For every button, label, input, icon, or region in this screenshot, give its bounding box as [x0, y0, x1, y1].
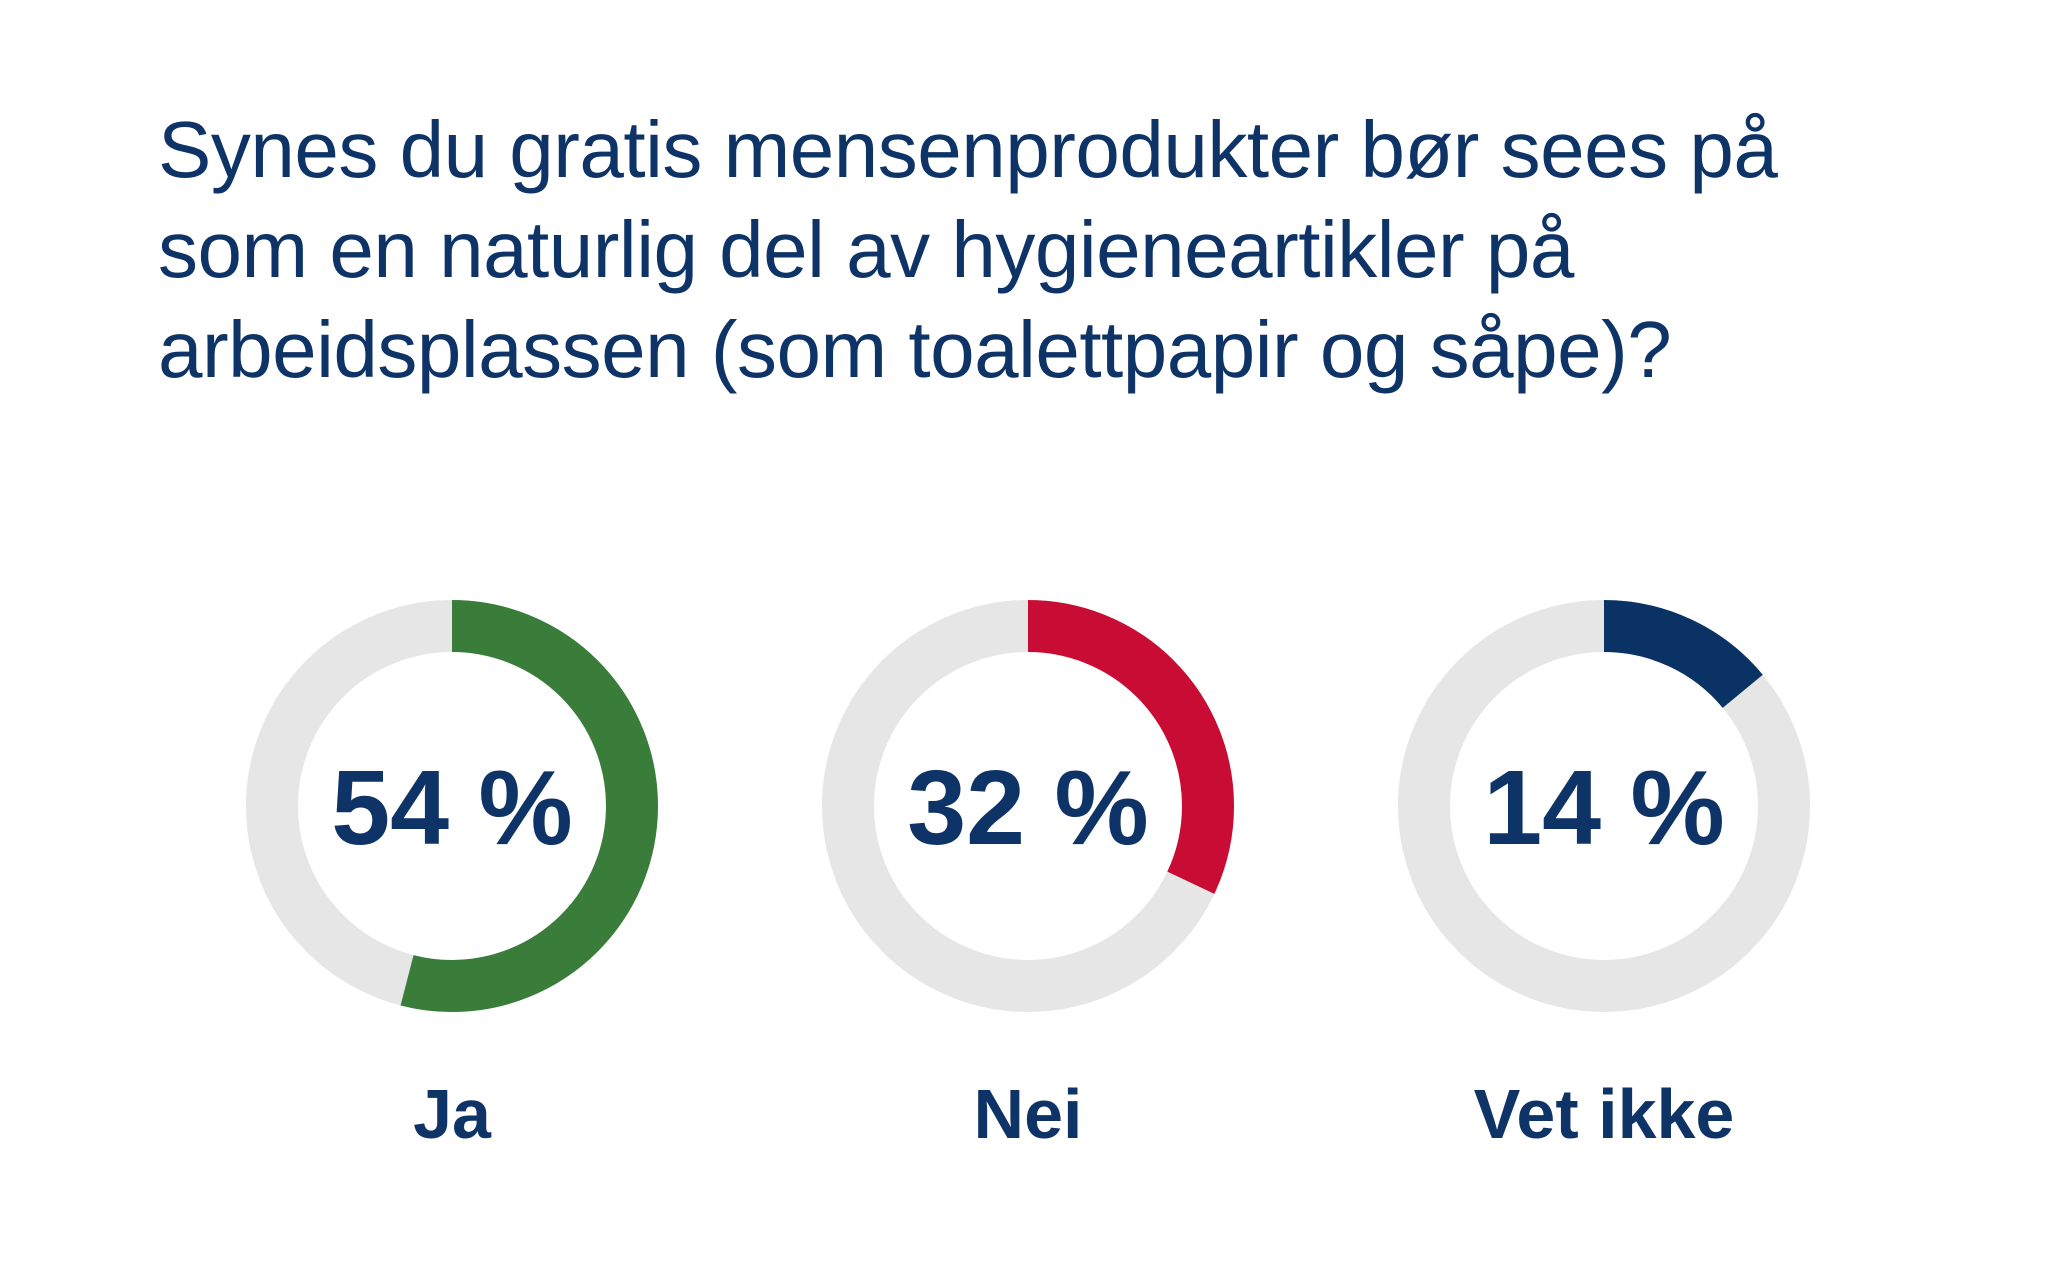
chart-title: Synes du gratis mensenprodukter bør sees… — [158, 105, 1778, 394]
category-label-nei: Nei — [974, 1075, 1083, 1153]
category-label-ja: Ja — [413, 1075, 492, 1153]
donut-slice-vet-ikke — [1398, 600, 1810, 1012]
donut-slice-ja — [246, 600, 658, 1012]
donut-slice-nei — [822, 600, 1234, 1012]
value-label-nei: 32 % — [907, 749, 1149, 867]
value-label-vet-ikke: 14 % — [1483, 749, 1725, 867]
category-label-vet-ikke: Vet ikke — [1474, 1075, 1735, 1153]
value-label-ja: 54 % — [331, 749, 573, 867]
